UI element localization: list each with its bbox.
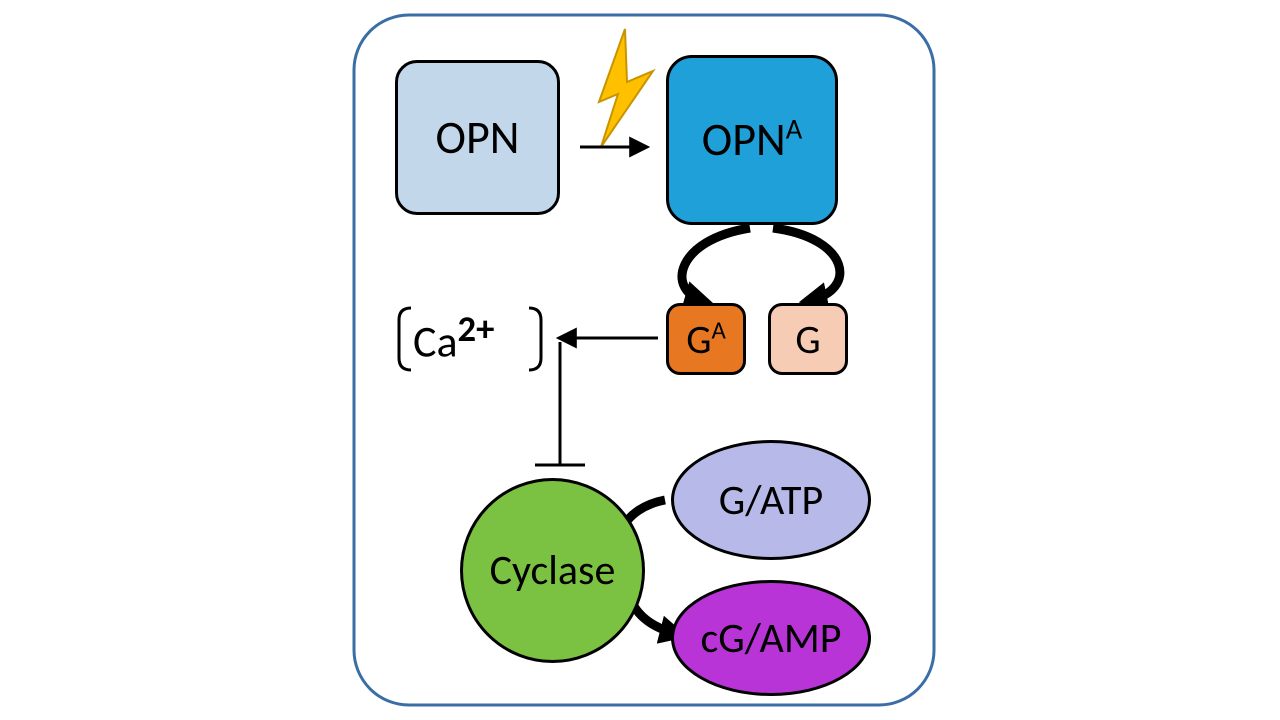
label-opn: OPN [436,110,520,166]
label-g-a: GA [686,315,726,364]
node-gatp: G/ATP [671,440,871,560]
node-opn-a: OPNA [666,55,838,225]
lightning-icon [599,29,653,147]
calcium-bracket-left [399,308,411,370]
label-gatp: G/ATP [719,475,823,526]
diagram-stage: OPN OPNA GA G Cyclase G/ATP cG/AMP Ca2+ [0,0,1280,720]
node-cgamp: cG/AMP [671,580,871,696]
calcium-bracket-right [529,308,541,370]
node-cyclase: Cyclase [460,478,645,663]
label-cgamp: cG/AMP [701,613,842,664]
node-g: G [768,303,848,375]
label-opn-a: OPNA [702,112,802,168]
node-opn: OPN [395,60,560,215]
label-cyclase: Cyclase [490,545,616,596]
arrow-opna-g-loop-left [682,228,750,300]
label-g: G [795,315,820,364]
svg-layer [0,0,1280,720]
label-calcium: Ca2+ [413,306,494,369]
node-g-a: GA [666,303,746,375]
arrow-opna-g-loop-right [773,228,840,300]
